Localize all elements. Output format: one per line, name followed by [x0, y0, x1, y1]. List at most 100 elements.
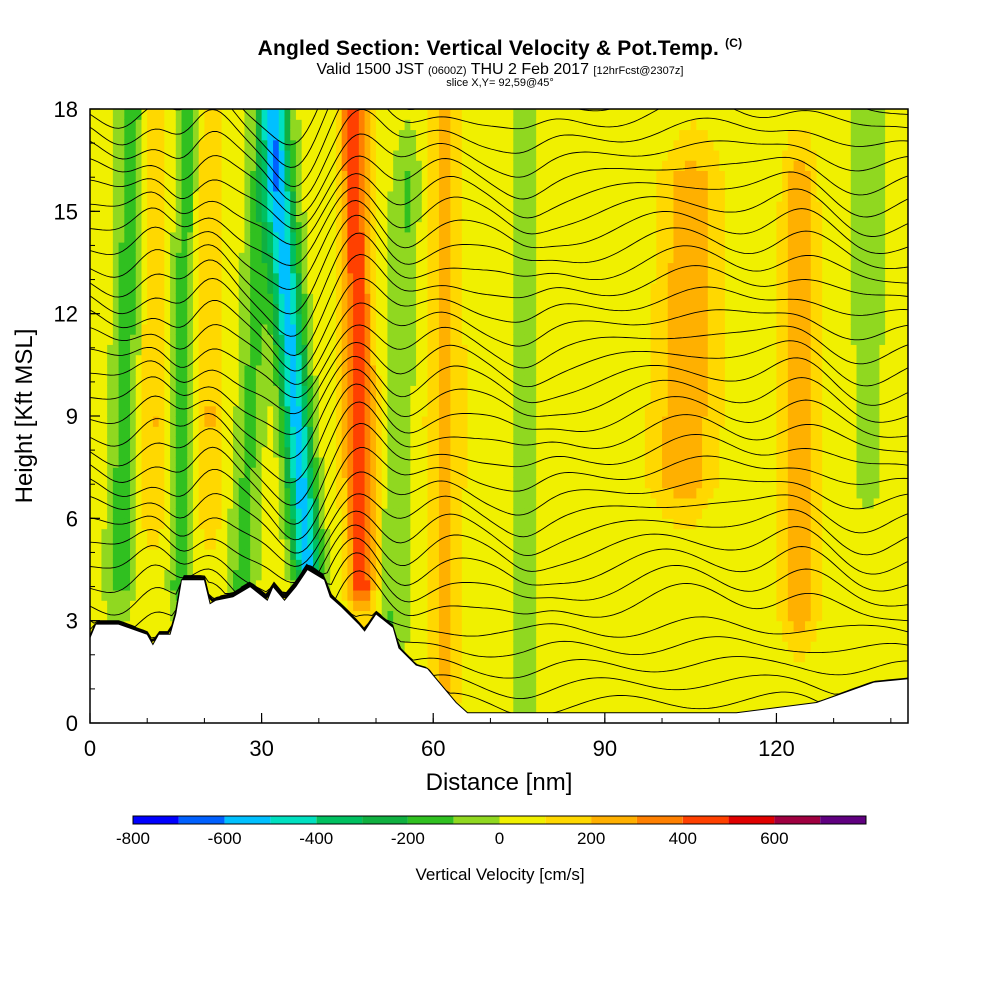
heatmap-cell [301, 549, 308, 560]
heatmap-cell [530, 262, 537, 274]
heatmap-cell [559, 242, 566, 253]
heatmap-cell [553, 190, 560, 202]
heatmap-cell [519, 630, 526, 642]
heatmap-cell [559, 211, 566, 223]
heatmap-cell [335, 528, 343, 540]
heatmap-cell [313, 313, 320, 325]
heatmap-cell [376, 364, 383, 376]
heatmap-cell [158, 549, 165, 560]
heatmap-cell [250, 416, 257, 427]
heatmap-cell [330, 518, 337, 530]
heatmap-cell [341, 375, 349, 386]
heatmap-cell [221, 221, 228, 233]
heatmap-cell [341, 385, 349, 397]
heatmap-cell [210, 282, 217, 294]
heatmap-cell [187, 231, 194, 243]
heatmap-cell [358, 149, 366, 161]
heatmap-cell [141, 405, 148, 417]
heatmap-cell [284, 180, 291, 192]
heatmap-cell [433, 170, 440, 182]
heatmap-cell [530, 559, 537, 571]
heatmap-cell [547, 364, 554, 376]
heatmap-cell [559, 508, 566, 519]
heatmap-cell [341, 446, 349, 458]
heatmap-cell [536, 589, 543, 601]
heatmap-cell [461, 323, 469, 335]
heatmap-cell [370, 201, 377, 212]
heatmap-cell [221, 272, 228, 284]
heatmap-cell [433, 446, 440, 458]
heatmap-cell [547, 641, 554, 652]
heatmap-cell [496, 395, 503, 407]
heatmap-cell [238, 190, 246, 202]
heatmap-cell [210, 242, 217, 253]
heatmap-cell [438, 497, 446, 509]
heatmap-cell [227, 160, 234, 171]
subtitle-date: THU 2 Feb 2017 [470, 61, 589, 78]
heatmap-cell [553, 364, 560, 376]
heatmap-cell [513, 630, 520, 642]
heatmap-cell [541, 405, 549, 417]
heatmap-cell [158, 477, 165, 489]
heatmap-cell [233, 538, 240, 550]
heatmap-cell [324, 436, 331, 448]
heatmap-cell [152, 416, 160, 427]
heatmap-cell [307, 221, 314, 233]
heatmap-cell [530, 456, 537, 468]
heatmap-cell [267, 160, 274, 171]
heatmap-cell [358, 467, 366, 478]
heatmap-cell [553, 262, 560, 274]
heatmap-cell [147, 303, 154, 315]
heatmap-cell [118, 589, 125, 601]
heatmap-cell [381, 579, 389, 591]
heatmap-cell [370, 170, 377, 182]
heatmap-cell [170, 579, 177, 591]
heatmap-cell [130, 303, 137, 315]
heatmap-cell [290, 538, 297, 550]
heatmap-cell [124, 518, 131, 530]
heatmap-cell [450, 252, 457, 264]
heatmap-cell [221, 313, 228, 325]
heatmap-cell [358, 119, 366, 131]
heatmap-cell [175, 426, 183, 438]
heatmap-cell [250, 149, 257, 161]
heatmap-cell [295, 231, 303, 243]
heatmap-cell [490, 456, 497, 468]
heatmap-cell [118, 160, 125, 171]
heatmap-cell [164, 528, 171, 540]
heatmap-cell [147, 282, 154, 294]
heatmap-cell [524, 211, 532, 223]
heatmap-cell [513, 559, 520, 571]
heatmap-cell [450, 344, 457, 356]
heatmap-cell [353, 405, 360, 417]
heatmap-cell [444, 139, 451, 151]
heatmap-cell [450, 436, 457, 448]
heatmap-cell [358, 282, 366, 294]
heatmap-cell [227, 272, 234, 284]
heatmap-cell [381, 538, 389, 550]
heatmap-cell [398, 180, 406, 192]
heatmap-cell [204, 160, 211, 171]
heatmap-cell [421, 508, 429, 519]
heatmap-cell [284, 190, 291, 202]
heatmap-cell [559, 201, 566, 212]
heatmap-cell [456, 416, 463, 427]
heatmap-cell [536, 651, 543, 663]
heatmap-cell [427, 610, 434, 622]
heatmap-cell [290, 426, 297, 438]
heatmap-cell [427, 119, 434, 131]
heatmap-cell [501, 630, 509, 642]
heatmap-cell [124, 272, 131, 284]
heatmap-cell [490, 508, 497, 519]
heatmap-cell [95, 487, 103, 499]
heatmap-cell [250, 129, 257, 141]
heatmap-cell [227, 221, 234, 233]
heatmap-cell [398, 589, 406, 601]
heatmap-cell [553, 569, 560, 581]
heatmap-cell [353, 559, 360, 571]
heatmap-cell [267, 180, 274, 192]
heatmap-cell [255, 395, 263, 407]
heatmap-cell [410, 487, 417, 499]
heatmap-cell [267, 487, 274, 499]
heatmap-cell [364, 549, 371, 560]
